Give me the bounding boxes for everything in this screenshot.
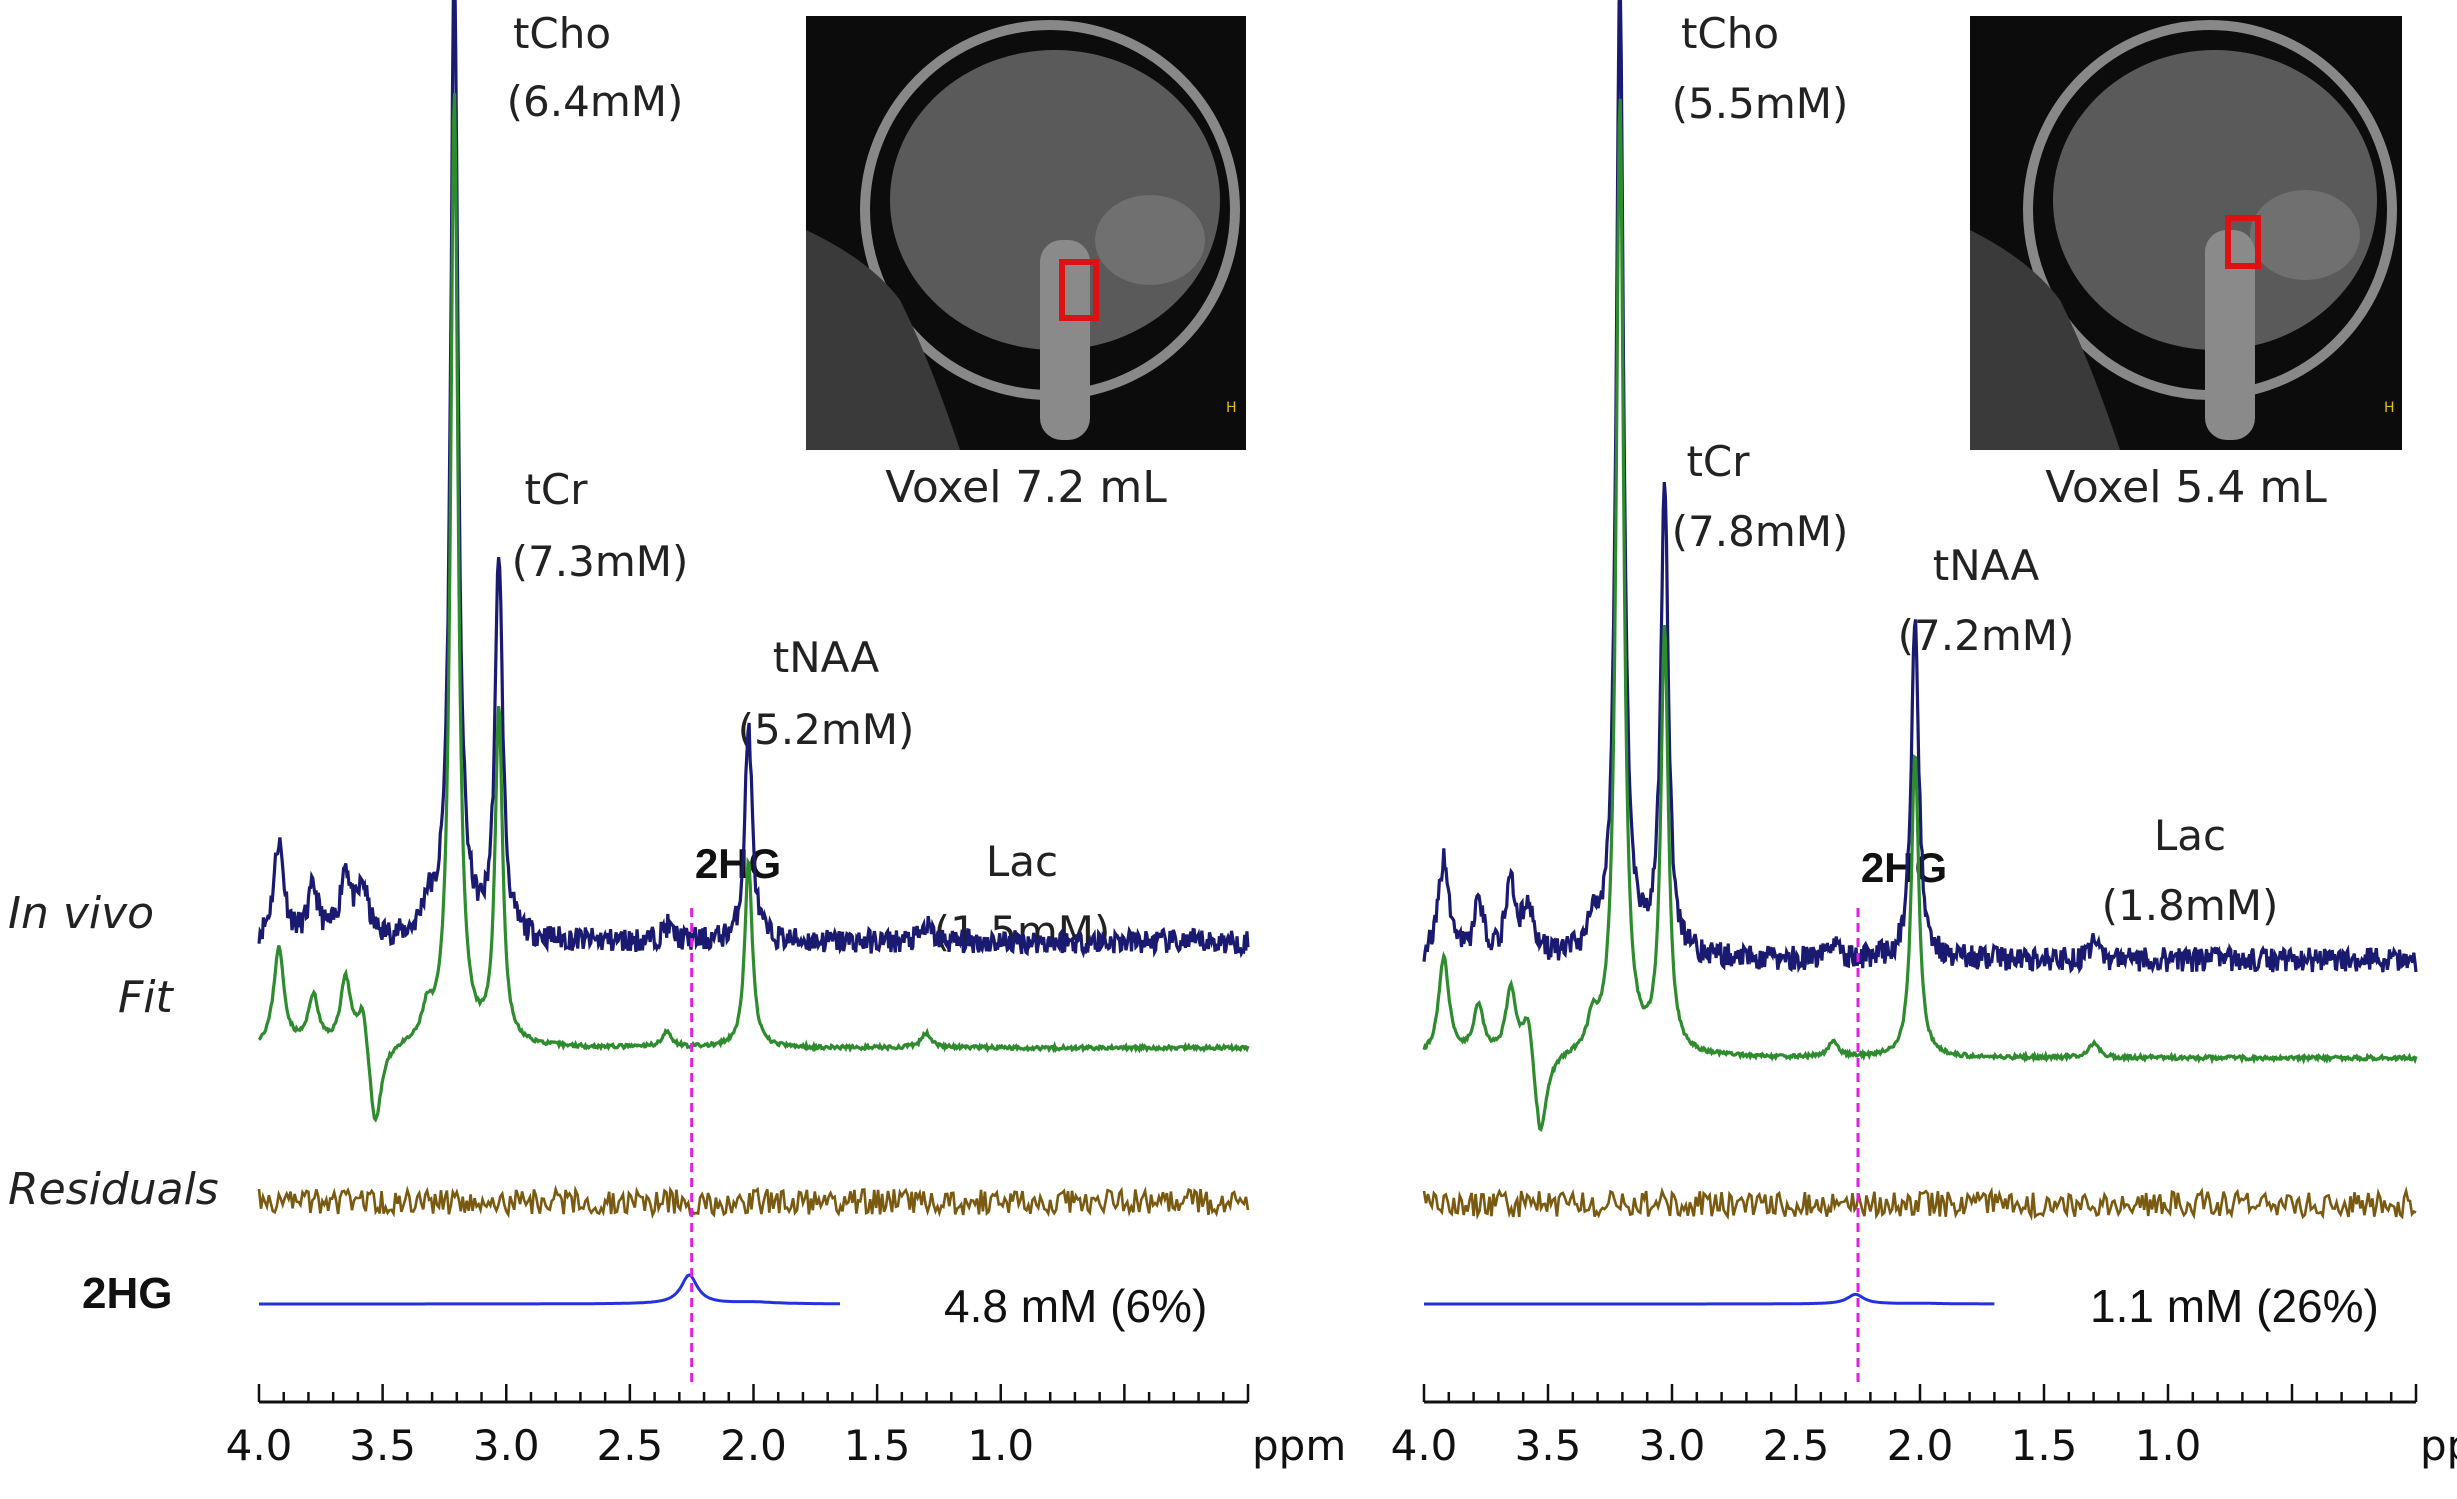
mri-face-left — [806, 230, 960, 450]
row-label-fit: Fit — [118, 972, 175, 1023]
x-axis-label: ppm — [2420, 1421, 2457, 1470]
x-axis-label: ppm — [1252, 1421, 1346, 1470]
tcho-conc-left: (6.4mM) — [507, 77, 684, 126]
mri-brainstem-left — [1040, 240, 1090, 440]
tcho-conc-right: (5.5mM) — [1672, 79, 1849, 128]
mri-inset-right: H — [1970, 16, 2402, 450]
tnaa-label-left: tNAA — [773, 633, 880, 682]
tcho-label-right: tCho — [1681, 9, 1779, 58]
voxel-box-right — [2225, 215, 2261, 269]
tcr-label-right: tCr — [1686, 437, 1750, 486]
spectrum-panel-right: H Voxel 5.4 mL tCho (5.5mM) tCr (7.8mM) … — [1391, 0, 2457, 1470]
x-axis-right: 4.0 3.5 3.0 2.5 2.0 1.5 1.0 ppm — [1391, 1384, 2457, 1470]
row-label-in-vivo: In vivo — [8, 888, 154, 939]
mri-brainstem-right — [2205, 230, 2255, 440]
mri-face-right — [1970, 230, 2120, 450]
voxel-label-left: Voxel 7.2 mL — [885, 462, 1167, 513]
x-tick-label: 4.0 — [226, 1421, 293, 1470]
tnaa-conc-right: (7.2mM) — [1898, 611, 2075, 660]
fit-trace-left — [257, 93, 1250, 1123]
x-tick-label: 3.5 — [349, 1421, 416, 1470]
spectrum-panel-left: H Voxel 7.2 mL tCho (6.4mM) tCr (7.3mM) … — [226, 0, 1346, 1470]
in-vivo-trace-left — [257, 0, 1250, 959]
tcr-conc-right: (7.8mM) — [1672, 507, 1849, 556]
x-tick-label: 1.5 — [2011, 1421, 2078, 1470]
x-axis-left: 4.0 3.5 3.0 2.5 2.0 1.5 1.0 ppm — [226, 1384, 1346, 1470]
tcho-label-left: tCho — [513, 9, 611, 58]
mri-orientation-marker-left: H — [1226, 400, 1237, 416]
voxel-box-left — [1059, 259, 1099, 321]
x-tick-label: 4.0 — [1391, 1421, 1458, 1470]
hg-marker-label-left: 2HG — [695, 840, 781, 887]
row-label-2hg: 2HG — [82, 1269, 172, 1318]
lac-conc-right: (1.8mM) — [2102, 881, 2279, 930]
hg-conc-label-left: 4.8 mM (6%) — [944, 1280, 1207, 1332]
hg-marker-label-right: 2HG — [1861, 844, 1947, 891]
x-tick-label: 1.0 — [2135, 1421, 2202, 1470]
hg2-trace-left — [259, 1273, 840, 1306]
x-tick-label: 3.0 — [473, 1421, 540, 1470]
x-tick-label: 2.5 — [1763, 1421, 1830, 1470]
x-tick-label: 3.5 — [1515, 1421, 1582, 1470]
in-vivo-trace-right — [1422, 0, 2418, 975]
tnaa-conc-left: (5.2mM) — [738, 705, 915, 754]
lac-label-left: Lac — [986, 837, 1058, 886]
mri-orientation-marker-right: H — [2384, 400, 2395, 416]
lac-label-right: Lac — [2154, 811, 2226, 860]
x-tick-label: 1.0 — [967, 1421, 1034, 1470]
hg2-trace-right — [1424, 1292, 1995, 1306]
residuals-trace-left — [257, 1184, 1250, 1220]
x-tick-label: 2.5 — [596, 1421, 663, 1470]
fit-trace-right — [1422, 98, 2418, 1132]
x-tick-label: 3.0 — [1639, 1421, 1706, 1470]
tcr-conc-left: (7.3mM) — [512, 537, 689, 586]
x-tick-label: 1.5 — [844, 1421, 911, 1470]
hg-conc-label-right: 1.1 mM (26%) — [2090, 1280, 2379, 1332]
x-tick-label: 2.0 — [1887, 1421, 1954, 1470]
row-label-residuals: Residuals — [8, 1164, 219, 1215]
residuals-trace-right — [1422, 1185, 2417, 1222]
x-tick-label: 2.0 — [720, 1421, 787, 1470]
mri-cerebellum-right — [2250, 190, 2360, 280]
tcr-label-left: tCr — [524, 465, 588, 514]
voxel-label-right: Voxel 5.4 mL — [2045, 462, 2327, 513]
mri-inset-left: H — [806, 16, 1246, 450]
tnaa-label-right: tNAA — [1933, 541, 2040, 590]
mri-cerebellum-left — [1095, 195, 1205, 285]
